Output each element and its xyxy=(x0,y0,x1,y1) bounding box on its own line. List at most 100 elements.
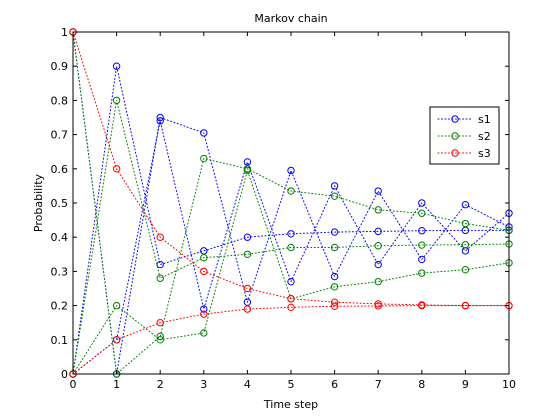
series-s2-point xyxy=(461,241,470,249)
series-s2-point xyxy=(330,283,339,291)
series-s1-point xyxy=(418,255,426,264)
series-s1-point xyxy=(330,228,339,236)
series-s3-point xyxy=(330,298,339,306)
series-s3-point xyxy=(200,310,208,318)
series-s2-point xyxy=(156,274,164,282)
series-s2-point xyxy=(461,265,470,274)
y-tick-label: 0.8 xyxy=(51,94,69,107)
series-s1-point xyxy=(418,227,426,235)
series-s3-point xyxy=(287,303,295,312)
x-tick-label: 5 xyxy=(288,378,295,391)
series-s2-point xyxy=(374,206,382,214)
series-s2-point xyxy=(461,219,470,228)
y-tick-label: 0.2 xyxy=(51,300,69,313)
x-axis-title: Time step xyxy=(263,398,318,411)
legend-label-s2: s2 xyxy=(478,130,491,143)
y-tick-label: 0.5 xyxy=(51,197,69,210)
y-tick-label: 0.3 xyxy=(51,265,69,278)
series-s3-line xyxy=(72,305,510,375)
x-tick-label: 6 xyxy=(331,378,338,391)
series-s2-point xyxy=(243,250,252,259)
series-s2-point xyxy=(112,96,121,105)
legend-swatch-marker xyxy=(451,132,459,140)
series-s2-line xyxy=(72,100,510,375)
series-s2-point xyxy=(287,243,295,252)
series-s1-point xyxy=(330,272,339,281)
legend-swatch-marker xyxy=(451,149,459,157)
series-s1-point xyxy=(330,182,339,190)
series-s2-point xyxy=(200,254,208,262)
series-s1-point xyxy=(156,260,164,269)
series-s1-point xyxy=(243,233,252,241)
y-tick-label: 0.1 xyxy=(51,334,69,347)
series-s1-line xyxy=(72,31,510,375)
legend-swatch-marker xyxy=(451,115,459,123)
series-s2-line xyxy=(72,31,510,375)
tick-layer: 0 1 2 3 4 5 6 7 8 9 10 0 0.1 0.2 0.3 0.4 0.5 0.6 0.7 0.8 0.9… xyxy=(51,26,517,391)
y-tick-label: 0.6 xyxy=(51,163,69,176)
y-tick-label: 1 xyxy=(61,26,68,39)
x-tick-label: 2 xyxy=(157,378,164,391)
series-s3-point xyxy=(243,284,252,293)
chart-title: Markov chain xyxy=(254,12,327,25)
y-axis-title: Probability xyxy=(32,173,45,232)
series-s1-point xyxy=(200,129,208,137)
series-s3 xyxy=(69,28,513,378)
series-s1-point xyxy=(287,166,295,175)
legend-label-s3: s3 xyxy=(478,147,491,160)
series-s2-point xyxy=(287,187,295,195)
series-s3-point xyxy=(461,301,470,310)
series-s1-point xyxy=(374,260,382,269)
series-s2-point xyxy=(156,336,164,344)
series-s3-point xyxy=(156,319,164,327)
series-s1-point xyxy=(374,187,382,195)
series-layer xyxy=(69,28,513,378)
x-tick-label: 4 xyxy=(244,378,251,391)
legend: s1 s2 s3 xyxy=(429,106,500,165)
series-s2-point xyxy=(243,166,252,175)
series-s2-point xyxy=(418,209,426,217)
series-s2-point xyxy=(200,154,208,163)
series-s2-point xyxy=(418,269,426,277)
series-s3-line xyxy=(72,31,510,307)
x-tick-label: 0 xyxy=(70,378,77,391)
series-s1-point xyxy=(112,62,121,70)
x-tick-label: 10 xyxy=(502,378,516,391)
series-s2-point xyxy=(374,277,382,286)
series-s3-point xyxy=(418,301,426,310)
x-tick-label: 9 xyxy=(462,378,469,391)
x-tick-label: 8 xyxy=(418,378,425,391)
series-s1-point xyxy=(461,201,470,209)
series-s2-point xyxy=(112,301,121,310)
x-tick-label: 3 xyxy=(200,378,207,391)
series-s3-point xyxy=(200,267,208,276)
series-s1-point xyxy=(156,113,164,122)
series-s2-point xyxy=(200,329,208,337)
y-tick-label: 0 xyxy=(61,368,68,381)
series-s2-point xyxy=(330,192,339,200)
series-s3-point xyxy=(374,300,382,308)
series-s2-point xyxy=(374,242,382,250)
series-s3-point xyxy=(330,302,339,310)
y-tick-label: 0.7 xyxy=(51,129,69,142)
series-s3-point xyxy=(243,305,252,313)
legend-box xyxy=(429,106,500,165)
series-s1-point xyxy=(418,199,426,207)
y-tick-label: 0.4 xyxy=(51,231,69,244)
x-tick-label: 7 xyxy=(375,378,382,391)
series-s3-point xyxy=(374,302,382,310)
series-s2-point xyxy=(418,241,426,249)
series-s2-point xyxy=(330,243,339,252)
series-s3-point xyxy=(156,233,164,241)
series-s3-point xyxy=(112,165,121,173)
series-s1-point xyxy=(200,305,208,313)
y-tick-label: 0.9 xyxy=(51,60,69,73)
series-s3-point xyxy=(112,336,121,344)
series-s1-line xyxy=(72,120,510,375)
series-s3-point xyxy=(287,295,295,303)
series-s1-point xyxy=(156,117,164,125)
series-s1-line xyxy=(72,66,510,375)
series-s1-point xyxy=(287,277,295,286)
series-s1-point xyxy=(287,230,295,238)
series-s1-point xyxy=(374,227,382,236)
